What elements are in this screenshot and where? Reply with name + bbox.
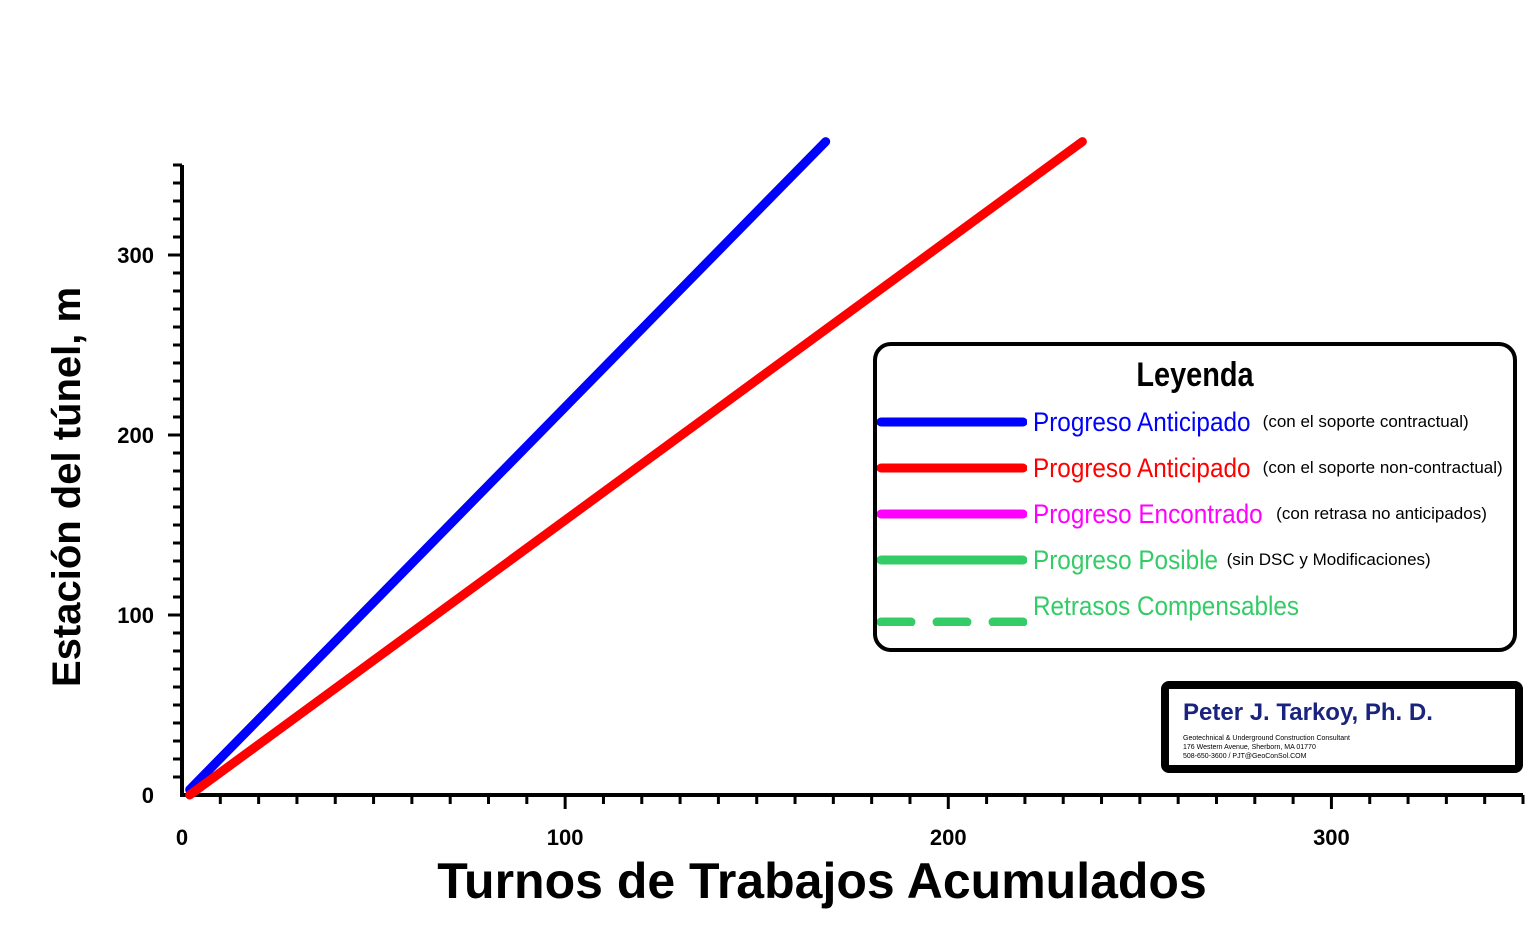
series-layer: [185, 137, 1087, 800]
legend-item: Progreso Anticipado (con el soporte non-c…: [877, 448, 1503, 488]
x-axis-title: Turnos de Trabajos Acumulados: [437, 853, 1207, 909]
legend-note: (con el soporte non-contractual): [1262, 458, 1503, 477]
legend-label: Progreso Encontrado: [1033, 498, 1263, 529]
legend-swatch: [877, 540, 1027, 580]
x-tick-label: 200: [930, 825, 967, 850]
legend-swatch: [877, 586, 1027, 626]
y-axis-title: Estación del túnel, m: [45, 287, 89, 687]
author-name: Peter J. Tarkoy, Ph. D.: [1183, 699, 1433, 726]
author-credit: Peter J. Tarkoy, Ph. D. Geotechnical & U…: [1161, 681, 1523, 773]
legend-swatch: [877, 494, 1027, 534]
legend-note: (con retrasa no anticipados): [1276, 504, 1487, 523]
y-tick-label: 300: [117, 243, 154, 268]
legend-label: Progreso Anticipado: [1033, 406, 1251, 437]
legend-swatch: [877, 402, 1027, 442]
author-address: 176 Western Avenue, Sherborn, MA 01770: [1183, 744, 1316, 751]
author-contact: 508-650-3600 / PJT@GeoConSol.COM: [1183, 753, 1307, 760]
legend-item: Progreso Anticipado (con el soporte contr…: [877, 402, 1469, 442]
legend-title: Leyenda: [1136, 356, 1254, 394]
legend-label: Progreso Posible: [1033, 544, 1219, 575]
x-tick-label: 300: [1313, 825, 1350, 850]
x-tick-label: 100: [547, 825, 584, 850]
y-tick-label: 100: [117, 603, 154, 628]
legend: Leyenda Progreso Anticipado (con el sopor…: [873, 342, 1517, 652]
tick-labels: 0 100 200 300 0 100 200 300: [117, 243, 1350, 850]
y-tick-label: 0: [142, 783, 154, 808]
legend-label: Retrasos Compensables: [1033, 590, 1300, 621]
author-title: Geotechnical & Underground Construction …: [1183, 735, 1350, 742]
legend-item: Retrasos Compensables: [877, 586, 1309, 626]
series-line: [185, 137, 831, 795]
x-tick-label: 0: [176, 825, 188, 850]
legend-item: Progreso Posible (sin DSC y Modificacione…: [877, 540, 1431, 580]
legend-swatch: [877, 448, 1027, 488]
legend-note: (con el soporte contractual): [1262, 412, 1469, 431]
y-tick-label: 200: [117, 423, 154, 448]
legend-note: (sin DSC y Modificaciones): [1226, 550, 1431, 569]
series-line: [185, 137, 1087, 800]
legend-label: Progreso Anticipado: [1033, 452, 1251, 483]
legend-item: Progreso Encontrado (con retrasa no antic…: [877, 494, 1487, 534]
